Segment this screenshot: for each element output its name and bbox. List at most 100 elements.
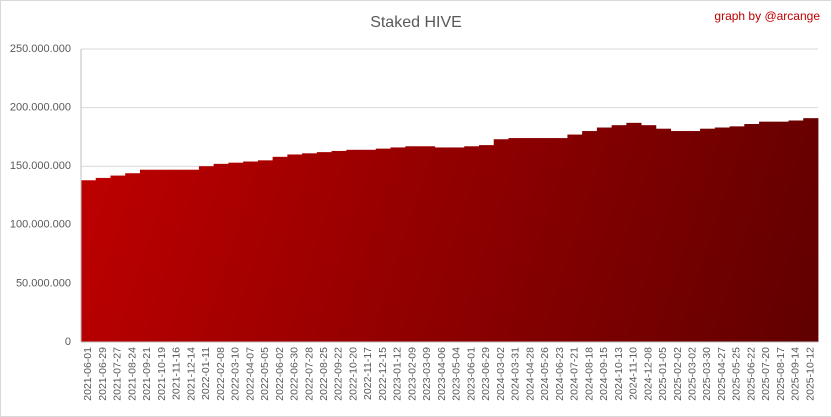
y-tick-label: 250.000.000 xyxy=(10,43,71,55)
x-tick-label: 2022-10-20 xyxy=(347,347,359,401)
area-step xyxy=(729,126,745,343)
area-step xyxy=(420,146,436,342)
area-step xyxy=(228,162,244,342)
x-tick-label: 2021-09-21 xyxy=(141,347,153,401)
area-step xyxy=(302,153,318,342)
area-step xyxy=(257,160,274,342)
x-tick-label: 2024-07-21 xyxy=(569,347,581,401)
area-step xyxy=(169,169,185,342)
area-step xyxy=(626,122,642,342)
area-step xyxy=(154,169,170,342)
x-tick-label: 2024-09-15 xyxy=(598,347,610,401)
x-tick-label: 2025-08-17 xyxy=(775,347,787,401)
area-step xyxy=(110,175,126,342)
area-step xyxy=(493,139,509,342)
area-step xyxy=(508,138,524,342)
area-step xyxy=(537,138,554,342)
x-tick-label: 2022-06-02 xyxy=(274,347,286,401)
x-tick-label: 2021-12-14 xyxy=(185,347,197,401)
y-tick-label: 50.000.000 xyxy=(16,277,71,289)
area-step xyxy=(184,169,200,342)
x-tick-label: 2022-12-15 xyxy=(377,347,389,401)
area-step xyxy=(390,147,406,342)
x-tick-label: 2022-11-17 xyxy=(362,347,374,400)
x-tick-label: 2021-06-29 xyxy=(97,347,109,401)
x-tick-label: 2024-12-08 xyxy=(642,347,654,401)
x-tick-label: 2025-03-30 xyxy=(701,347,713,401)
x-tick-label: 2024-06-23 xyxy=(554,347,566,401)
x-tick-label: 2022-04-07 xyxy=(244,347,256,401)
area-step xyxy=(759,121,775,342)
x-tick-label: 2021-11-16 xyxy=(171,347,183,400)
area-step xyxy=(464,146,480,342)
area-step xyxy=(685,131,701,342)
x-tick-label: 2024-08-18 xyxy=(583,347,595,401)
x-tick-label: 2025-09-14 xyxy=(790,347,802,401)
area-step xyxy=(405,146,421,342)
area-step xyxy=(744,124,760,343)
area-step xyxy=(714,127,730,342)
x-tick-label: 2025-03-02 xyxy=(686,347,698,401)
x-tick-label: 2025-06-22 xyxy=(745,347,757,401)
area-step xyxy=(316,152,332,342)
area-step xyxy=(641,125,657,343)
area-step xyxy=(700,128,716,342)
x-tick-label: 2024-05-26 xyxy=(539,347,551,401)
x-tick-label: 2022-03-10 xyxy=(230,347,242,401)
x-tick-label: 2022-05-05 xyxy=(259,347,271,401)
x-tick-label: 2022-07-28 xyxy=(303,347,315,401)
x-tick-label: 2024-03-31 xyxy=(510,347,522,401)
area-step xyxy=(434,147,450,342)
x-tick-label: 2023-02-09 xyxy=(406,347,418,401)
area-step xyxy=(611,125,627,343)
y-tick-label: 150.000.000 xyxy=(10,160,71,172)
area-step xyxy=(596,127,613,342)
area-step xyxy=(331,150,347,342)
x-tick-label: 2022-09-22 xyxy=(333,347,345,401)
area-step xyxy=(213,163,229,342)
x-tick-label: 2023-05-04 xyxy=(451,347,463,401)
x-tick-label: 2024-03-02 xyxy=(495,347,507,401)
x-tick-label: 2023-04-06 xyxy=(436,347,448,401)
area-step xyxy=(670,131,686,342)
area-step xyxy=(272,156,288,342)
x-tick-label: 2023-01-12 xyxy=(392,347,404,401)
area-step xyxy=(803,118,819,342)
area-step xyxy=(139,169,156,342)
area-step xyxy=(243,161,259,342)
x-tick-label: 2025-07-20 xyxy=(760,347,772,401)
annotation: graph by @arcange xyxy=(714,9,820,23)
x-tick-label: 2025-01-05 xyxy=(657,347,669,401)
area-step xyxy=(198,166,215,342)
area-step xyxy=(287,154,303,342)
area-step xyxy=(788,120,804,342)
x-tick-label: 2021-07-27 xyxy=(112,347,124,401)
area-step xyxy=(478,145,495,342)
area-step xyxy=(655,128,671,342)
y-tick-label: 100.000.000 xyxy=(10,219,71,231)
area-step xyxy=(346,149,362,342)
x-tick-label: 2023-03-09 xyxy=(421,347,433,401)
x-tick-label: 2024-10-13 xyxy=(613,347,625,401)
x-tick-label: 2024-11-10 xyxy=(628,347,640,400)
y-tick-label: 0 xyxy=(65,336,71,348)
x-tick-label: 2025-05-25 xyxy=(731,347,743,401)
x-tick-label: 2023-06-29 xyxy=(480,347,492,401)
x-tick-label: 2023-06-01 xyxy=(465,347,477,401)
area-step xyxy=(81,180,97,342)
x-tick-label: 2021-10-19 xyxy=(156,347,168,401)
area-step xyxy=(361,149,377,342)
chart-title: Staked HIVE xyxy=(370,14,462,31)
x-tick-label: 2024-04-28 xyxy=(524,347,536,401)
area-step xyxy=(773,121,789,342)
x-tick-label: 2022-08-25 xyxy=(318,347,330,401)
x-tick-label: 2021-08-24 xyxy=(126,347,138,401)
area-step xyxy=(523,138,539,342)
area-step xyxy=(375,148,391,342)
area-step xyxy=(95,177,111,342)
area-step xyxy=(582,131,598,342)
x-tick-label: 2022-01-11 xyxy=(200,347,212,400)
x-tick-label: 2022-02-08 xyxy=(215,347,227,401)
area-step xyxy=(552,138,568,342)
